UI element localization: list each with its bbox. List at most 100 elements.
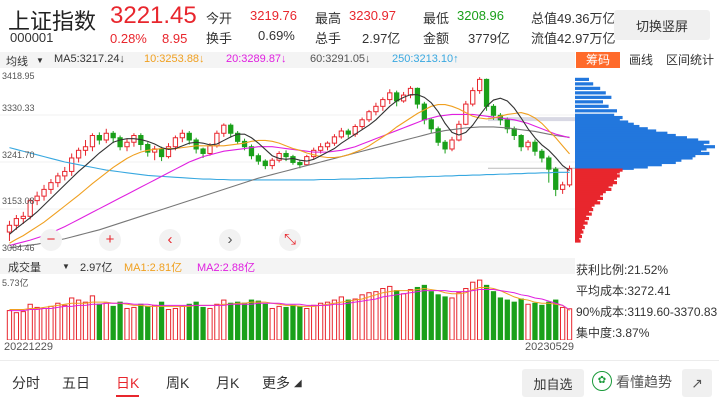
chip-bar [575, 133, 676, 138]
stock-code: 000001 [10, 30, 54, 45]
add-favorite-button[interactable]: 加自选 [522, 369, 584, 397]
tab-weekly-k[interactable]: 周K [166, 375, 190, 391]
ma60-label: 60:3291.05↓ [310, 53, 371, 65]
chip-bar [575, 225, 585, 230]
volume-bar [241, 302, 248, 340]
candle-body [179, 132, 185, 139]
candle-body [207, 145, 213, 154]
candle-body [442, 141, 448, 150]
stock-header: 上证指数 3221.45 000001 0.28% 8.95 今开 3219.7… [0, 0, 719, 50]
volume-bar [338, 296, 345, 340]
tab-five-day[interactable]: 五日 [62, 375, 90, 391]
candle-body [456, 123, 462, 141]
tab-monthly-k[interactable]: 月K [216, 375, 240, 391]
chip-tabs: 筹码 画线 区间统计 [576, 52, 719, 68]
profit-ratio: 获利比例:21.52% [576, 263, 669, 277]
ma250-line [9, 147, 570, 181]
volume-bar [6, 310, 13, 340]
candle-body [193, 139, 199, 150]
candle-body [297, 161, 303, 166]
dropdown-arrow-icon[interactable]: ▼ [36, 56, 44, 65]
volume-bar [559, 306, 566, 340]
tab-daily-k[interactable]: 日K [116, 373, 140, 397]
ma5-label: MA5:3217.24↓ [54, 53, 125, 65]
concentration: 集中度:3.87% [576, 326, 650, 340]
chip-bar [575, 170, 620, 174]
vol-ma1-label: MA1:2.81亿 [124, 262, 183, 274]
switch-portrait-button[interactable]: 切换竖屏 [614, 10, 710, 40]
volume-bar [470, 281, 476, 340]
candle-body [248, 146, 255, 157]
stat-label-total-value: 总值 [531, 11, 558, 26]
candle-body [75, 149, 82, 159]
chip-bar [575, 203, 595, 207]
zoom-out-button[interactable]: − [40, 229, 62, 251]
chip-bar [575, 237, 580, 241]
chip-distribution-chart [575, 77, 715, 243]
chip-bar [575, 166, 634, 170]
candle-body [255, 155, 262, 162]
chip-bar [575, 194, 601, 198]
cost-90-range: 90%成本:3119.60-3370.83 [576, 305, 718, 319]
volume-bar [110, 305, 116, 340]
volume-bar [13, 312, 20, 340]
candlestick-chart[interactable] [0, 68, 575, 256]
scroll-left-button[interactable]: ‹ [159, 229, 181, 251]
collapse-icon[interactable]: ⤡ [279, 229, 301, 251]
candle-body [186, 132, 192, 141]
chip-bar [575, 168, 623, 172]
y-axis-label-2: 3330.33 [2, 103, 35, 113]
tab-more[interactable]: 更多 [262, 375, 290, 391]
watermark-text: 看懂趋势 [616, 374, 672, 390]
share-button[interactable]: 分享 ↗ [682, 369, 712, 397]
volume-bar [158, 301, 165, 340]
stat-label-turnover: 换手 [206, 31, 233, 46]
volume-bar [394, 290, 400, 340]
volume-bar [352, 298, 358, 340]
candle-body [6, 224, 13, 233]
scroll-right-button[interactable]: › [219, 229, 241, 251]
chip-bar [575, 201, 601, 205]
chip-bar [575, 86, 601, 90]
volume-bar [103, 302, 109, 340]
candle-body [317, 146, 324, 151]
dropdown-arrow-icon[interactable]: ▼ [62, 262, 70, 271]
more-arrow-icon[interactable]: ◢ [294, 378, 302, 389]
volume-bar [345, 299, 351, 340]
end-date: 20230529 [525, 341, 574, 353]
tab-chips[interactable]: 筹码 [576, 52, 620, 68]
chip-bar [575, 124, 640, 129]
candle-body [559, 184, 566, 190]
tab-draw-line[interactable]: 画线 [628, 53, 653, 67]
stat-label-volume: 总手 [315, 31, 342, 46]
candle-body [477, 78, 483, 92]
candle-body [269, 159, 275, 167]
tab-range-stats[interactable]: 区间统计 [665, 53, 714, 67]
change-percent: 0.28% [110, 31, 147, 46]
ma20-label: 20:3289.87↓ [226, 53, 287, 65]
volume-bar [539, 304, 545, 340]
ma10-label: 10:3253.88↓ [144, 53, 205, 65]
stat-value-total-value: 49.36万亿 [557, 11, 616, 26]
ma250-label: 250:3213.10↑ [392, 53, 459, 65]
chip-bar [575, 232, 581, 236]
volume-bar [221, 299, 227, 340]
tab-intraday[interactable]: 分时 [12, 375, 40, 391]
stat-value-volume: 2.97亿 [362, 31, 401, 46]
ma-type-dropdown[interactable]: 均线 [6, 56, 28, 68]
chip-bar [575, 154, 696, 158]
volume-bar [311, 304, 317, 340]
volume-bar [124, 307, 130, 340]
volume-bar [566, 308, 573, 340]
volume-dropdown[interactable]: 成交量 [8, 262, 41, 274]
chip-bar [575, 122, 634, 126]
candle-body [27, 200, 33, 217]
ma10-line [9, 103, 570, 244]
volume-bar [518, 298, 524, 340]
candle-body [539, 150, 545, 159]
zoom-in-button[interactable]: + [99, 229, 121, 251]
candle-body [435, 128, 441, 143]
chip-bar [575, 234, 582, 239]
chip-bar [575, 131, 668, 135]
volume-bar [207, 307, 213, 340]
